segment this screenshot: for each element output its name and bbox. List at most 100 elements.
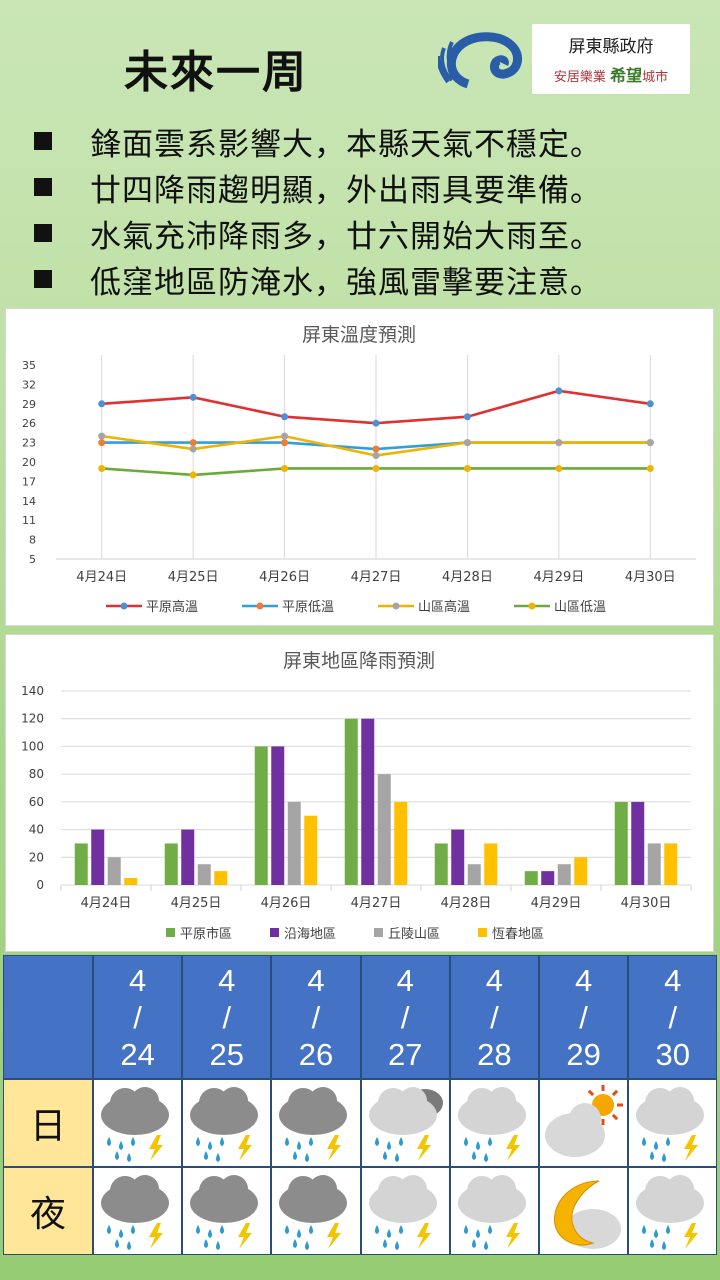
x-tick-label: 4月29日 — [531, 896, 582, 911]
cloud-icon — [190, 1087, 259, 1135]
cloud-icon — [190, 1175, 259, 1223]
bullet-square-icon — [34, 270, 52, 288]
bar — [574, 857, 588, 885]
legend-label: 山區低溫 — [554, 600, 606, 615]
bar — [614, 801, 628, 885]
weather-icon-cell — [93, 1079, 183, 1167]
bar — [361, 718, 375, 885]
cloud-icon — [368, 1087, 437, 1135]
county-wave-logo-icon — [438, 32, 523, 89]
y-tick-label: 26 — [22, 417, 36, 430]
y-tick-label: 29 — [22, 398, 36, 411]
lightning-icon — [327, 1135, 342, 1161]
data-point — [189, 439, 197, 447]
bar — [214, 871, 228, 885]
x-tick-label: 4月27日 — [351, 896, 402, 911]
lightning-icon — [149, 1223, 163, 1249]
bar — [181, 829, 195, 885]
bar — [287, 801, 301, 885]
data-point — [372, 452, 380, 460]
cloud-icon — [368, 1175, 437, 1223]
dark-cloud-thunder-rain-icon — [95, 1169, 180, 1254]
raindrop-icon — [285, 1137, 290, 1146]
x-tick-label: 4月24日 — [76, 570, 127, 585]
raindrop-icon — [394, 1241, 399, 1250]
gov-logo-slogan: 安居樂業 希望城市 — [553, 66, 669, 85]
y-tick-label: 20 — [29, 850, 44, 864]
lightning-icon — [238, 1135, 253, 1161]
raindrop-icon — [119, 1229, 123, 1238]
data-point — [555, 464, 563, 472]
x-tick-label: 4月24日 — [81, 896, 132, 911]
cloud-icon — [545, 1103, 605, 1157]
legend-marker — [528, 602, 536, 610]
data-point — [281, 413, 289, 421]
bar — [434, 843, 448, 885]
data-point — [189, 393, 197, 401]
raindrop-icon — [127, 1241, 131, 1250]
raindrop-icon — [386, 1229, 391, 1238]
raindrop-icon — [107, 1225, 111, 1234]
date-sep: / — [668, 1000, 678, 1035]
bullet-square-icon — [34, 178, 52, 196]
weather-icon-cell — [271, 1167, 361, 1255]
raindrop-icon — [662, 1241, 667, 1250]
bar — [394, 801, 408, 885]
raindrop-icon — [204, 1151, 209, 1160]
data-point — [646, 400, 654, 408]
dark-cloud-thunder-rain-icon — [273, 1081, 358, 1166]
legend-label: 平原市區 — [180, 926, 232, 942]
light-cloud-thunder-rain-icon — [363, 1169, 448, 1254]
bar — [91, 829, 105, 885]
weather-icon-cell — [628, 1167, 718, 1255]
raindrop-icon — [115, 1239, 119, 1248]
cloud-icon — [101, 1087, 169, 1135]
raindrop-icon — [394, 1153, 399, 1162]
data-point — [463, 413, 471, 421]
date-header-cell: 4/25 — [182, 955, 272, 1079]
raindrop-icon — [487, 1137, 492, 1146]
temperature-line-chart: 屏東溫度預測 5 8 11 14 17 20 23 26 29 32 35 4月24日 4月25日 4月26… — [22, 324, 696, 615]
moon-icon — [554, 1180, 600, 1246]
raindrop-icon — [650, 1151, 655, 1160]
weather-icon-cell — [271, 1079, 361, 1167]
light-cloud-thunder-rain-icon — [452, 1169, 537, 1254]
x-tick-label: 4月30日 — [621, 896, 672, 911]
x-tick-label: 4月27日 — [351, 570, 402, 585]
y-tick-label: 11 — [22, 514, 36, 527]
date-day: 30 — [655, 1037, 691, 1072]
bar — [254, 746, 268, 885]
light-cloud-thunder-rain-icon — [630, 1081, 715, 1166]
date-month: 4 — [307, 963, 325, 998]
data-point — [463, 464, 471, 472]
bar — [664, 843, 678, 885]
raindrop-icon — [487, 1225, 492, 1234]
bar — [467, 864, 481, 885]
raindrop-icon — [386, 1141, 391, 1150]
chart-title: 屏東地區降雨預測 — [283, 650, 435, 672]
data-point — [646, 464, 654, 472]
data-point — [189, 445, 197, 453]
data-point — [98, 439, 106, 447]
raindrop-icon — [297, 1229, 302, 1238]
date-header-cell: 4/29 — [539, 955, 629, 1079]
raindrop-icon — [374, 1137, 379, 1146]
raindrop-icon — [471, 1239, 476, 1248]
day-row-label: 日 — [3, 1079, 93, 1167]
bar — [377, 774, 391, 885]
x-tick-label: 4月28日 — [441, 896, 492, 911]
forecast-summary-list: 鋒面雲系影響大，本縣天氣不穩定。 廿四降雨趨明顯，外出雨具要準備。 水氣充沛降雨… — [30, 118, 710, 302]
raindrop-icon — [196, 1137, 201, 1146]
list-item: 廿四降雨趨明顯，外出雨具要準備。 — [30, 164, 710, 210]
y-tick-label: 8 — [29, 534, 36, 547]
lightning-icon — [149, 1135, 163, 1161]
data-point — [463, 439, 471, 447]
legend-swatch — [374, 928, 383, 937]
date-sep: / — [311, 1000, 321, 1035]
raindrop-icon — [463, 1225, 468, 1234]
bar — [344, 718, 358, 885]
data-point — [555, 439, 563, 447]
lightning-icon — [238, 1223, 253, 1249]
cloud-icon — [636, 1175, 705, 1223]
bar — [631, 801, 645, 885]
